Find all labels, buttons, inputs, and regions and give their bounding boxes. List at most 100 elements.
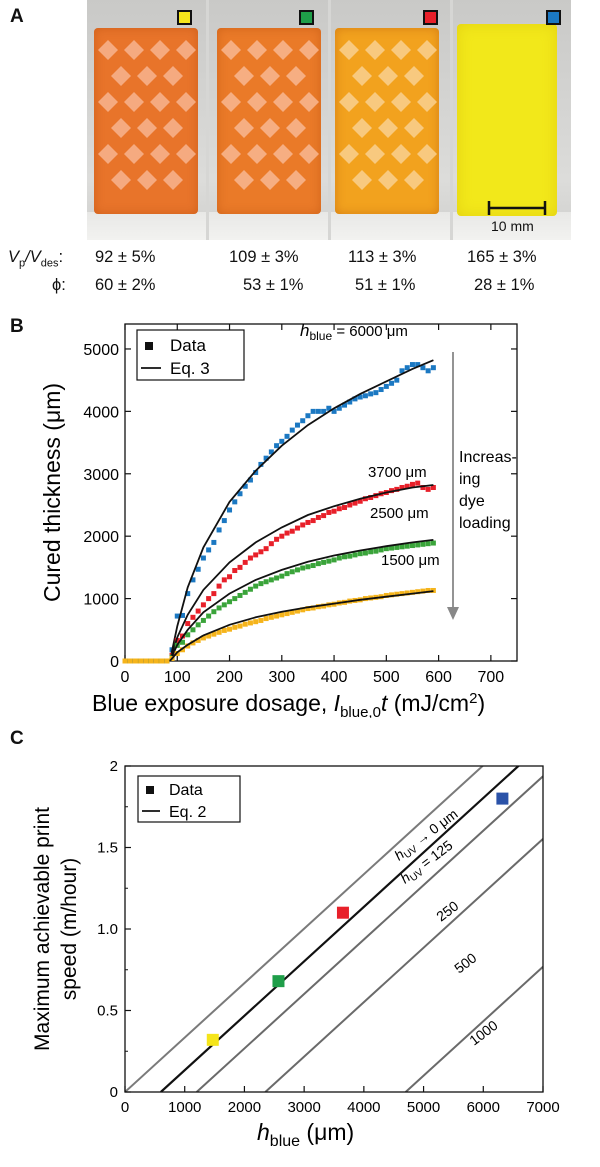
lattice-hole-9 bbox=[273, 92, 293, 112]
y-tick-label-b-3: 3000 bbox=[83, 467, 119, 484]
data-point-b-s1-25 bbox=[253, 552, 259, 558]
x-tick-label-b-5: 500 bbox=[373, 669, 400, 686]
legend-model-label-b: Eq. 3 bbox=[170, 359, 210, 378]
lattice-hole-15 bbox=[124, 144, 144, 164]
data-point-b-s2-49 bbox=[378, 547, 384, 553]
panel-b-label: B bbox=[10, 316, 24, 337]
model-line-c-1 bbox=[160, 766, 521, 1092]
data-point-b-s0-26 bbox=[258, 461, 264, 467]
data-point-b-s0-37 bbox=[315, 408, 321, 414]
data-point-b-s2-50 bbox=[383, 546, 389, 552]
data-point-b-s1-47 bbox=[368, 494, 374, 500]
x-tick-label-b-7: 700 bbox=[478, 669, 505, 686]
data-point-b-s3-1 bbox=[127, 658, 133, 664]
x-tick-label-c-1: 1000 bbox=[168, 1099, 201, 1116]
data-point-b-s1-45 bbox=[357, 498, 363, 504]
data-point-b-s2-56 bbox=[415, 542, 421, 548]
data-point-b-s2-26 bbox=[258, 581, 264, 587]
data-point-b-s0-51 bbox=[389, 380, 395, 386]
data-point-b-s0-14 bbox=[195, 566, 201, 572]
data-point-b-s1-22 bbox=[237, 564, 243, 570]
legend-data-label-c: Data bbox=[169, 782, 203, 799]
data-point-b-s1-21 bbox=[232, 568, 238, 574]
lattice-hole-19 bbox=[378, 170, 398, 190]
data-point-b-s3-0 bbox=[122, 658, 128, 664]
data-point-b-s0-11 bbox=[179, 612, 185, 618]
vp-vdes-value-2: 109 ± 3% bbox=[229, 248, 299, 266]
data-point-b-s1-58 bbox=[425, 486, 431, 492]
data-point-b-s2-24 bbox=[247, 586, 253, 592]
data-point-b-s2-40 bbox=[331, 557, 337, 563]
data-point-b-s3-14 bbox=[195, 637, 201, 643]
data-point-b-s0-20 bbox=[227, 507, 233, 513]
data-point-b-s1-42 bbox=[342, 504, 348, 510]
lattice-hole-5 bbox=[260, 66, 280, 86]
data-point-b-s2-28 bbox=[268, 577, 274, 583]
data-point-b-s1-15 bbox=[200, 602, 206, 608]
lattice-hole-18 bbox=[234, 170, 254, 190]
data-point-b-s3-32 bbox=[289, 609, 295, 615]
x-tick-label-b-2: 200 bbox=[216, 669, 243, 686]
data-point-b-s2-22 bbox=[237, 592, 243, 598]
data-point-b-s0-25 bbox=[253, 470, 259, 476]
data-point-b-s2-11 bbox=[179, 639, 185, 645]
data-point-b-s2-27 bbox=[263, 579, 269, 585]
data-point-b-s0-50 bbox=[383, 383, 389, 389]
data-point-c-1 bbox=[272, 975, 285, 988]
data-point-b-s1-57 bbox=[420, 485, 426, 491]
lattice-hole-2 bbox=[273, 40, 293, 60]
data-point-b-s3-30 bbox=[279, 612, 285, 618]
data-point-b-s1-20 bbox=[227, 574, 233, 580]
lattice-hole-6 bbox=[404, 66, 424, 86]
color-marker-red bbox=[423, 10, 438, 25]
data-point-b-s2-42 bbox=[342, 554, 348, 560]
vdes-symbol: /V bbox=[25, 248, 41, 266]
arrow-text-line-2: dye bbox=[459, 493, 485, 510]
y-tick-label-b-4: 4000 bbox=[83, 404, 119, 421]
lattice-hole-3 bbox=[176, 40, 196, 60]
data-point-b-s0-22 bbox=[237, 491, 243, 497]
lattice-hole-1 bbox=[247, 40, 267, 60]
lattice-hole-13 bbox=[163, 118, 183, 138]
data-point-b-s2-21 bbox=[232, 596, 238, 602]
lattice-hole-18 bbox=[111, 170, 131, 190]
lattice-hole-8 bbox=[247, 92, 267, 112]
data-point-b-s1-52 bbox=[394, 486, 400, 492]
data-point-b-s2-14 bbox=[195, 622, 201, 628]
data-point-b-s1-18 bbox=[216, 583, 222, 589]
data-point-c-3 bbox=[496, 792, 509, 805]
lattice-hole-4 bbox=[111, 66, 131, 86]
data-point-b-s2-19 bbox=[221, 602, 227, 608]
data-point-b-s1-39 bbox=[326, 509, 332, 515]
legend-data-marker-b bbox=[145, 342, 153, 350]
line-label-c-500: 500 bbox=[451, 949, 479, 976]
data-point-b-s1-37 bbox=[315, 514, 321, 520]
data-point-b-s3-33 bbox=[294, 608, 300, 614]
data-point-b-s0-47 bbox=[368, 391, 374, 397]
scale-bar bbox=[487, 201, 547, 215]
data-point-b-s0-32 bbox=[289, 427, 295, 433]
data-point-b-s0-54 bbox=[404, 365, 410, 371]
data-point-b-s0-21 bbox=[232, 499, 238, 505]
chart-b-frame bbox=[124, 323, 518, 662]
lattice-hole-0 bbox=[339, 40, 359, 60]
lattice-hole-12 bbox=[378, 118, 398, 138]
series-label-b-0: hblue = 6000 μm bbox=[300, 321, 408, 343]
lattice-hole-11 bbox=[352, 118, 372, 138]
lattice-hole-19 bbox=[260, 170, 280, 190]
data-point-b-s1-59 bbox=[430, 485, 436, 491]
data-point-b-s0-40 bbox=[331, 408, 337, 414]
lattice-hole-0 bbox=[221, 40, 241, 60]
dosage-thickness-chart: 0 100 200 300 400 500 600 700 0 1000 2000 3000 4000 5… bbox=[39, 321, 518, 718]
series-label-b-1: 3700 μm bbox=[368, 464, 427, 481]
data-point-b-s0-30 bbox=[279, 438, 285, 444]
data-point-b-s2-41 bbox=[336, 555, 342, 561]
data-point-b-s0-39 bbox=[326, 405, 332, 411]
data-point-b-s3-13 bbox=[190, 640, 196, 646]
data-point-b-s3-12 bbox=[185, 643, 191, 649]
lattice-hole-10 bbox=[299, 92, 319, 112]
data-point-b-s0-44 bbox=[352, 396, 358, 402]
x-axis-label-b: Blue exposure dosage, Iblue,0t (mJ/cm2) bbox=[92, 690, 485, 718]
data-point-b-s0-23 bbox=[242, 483, 248, 489]
data-point-b-s3-4 bbox=[143, 658, 149, 664]
